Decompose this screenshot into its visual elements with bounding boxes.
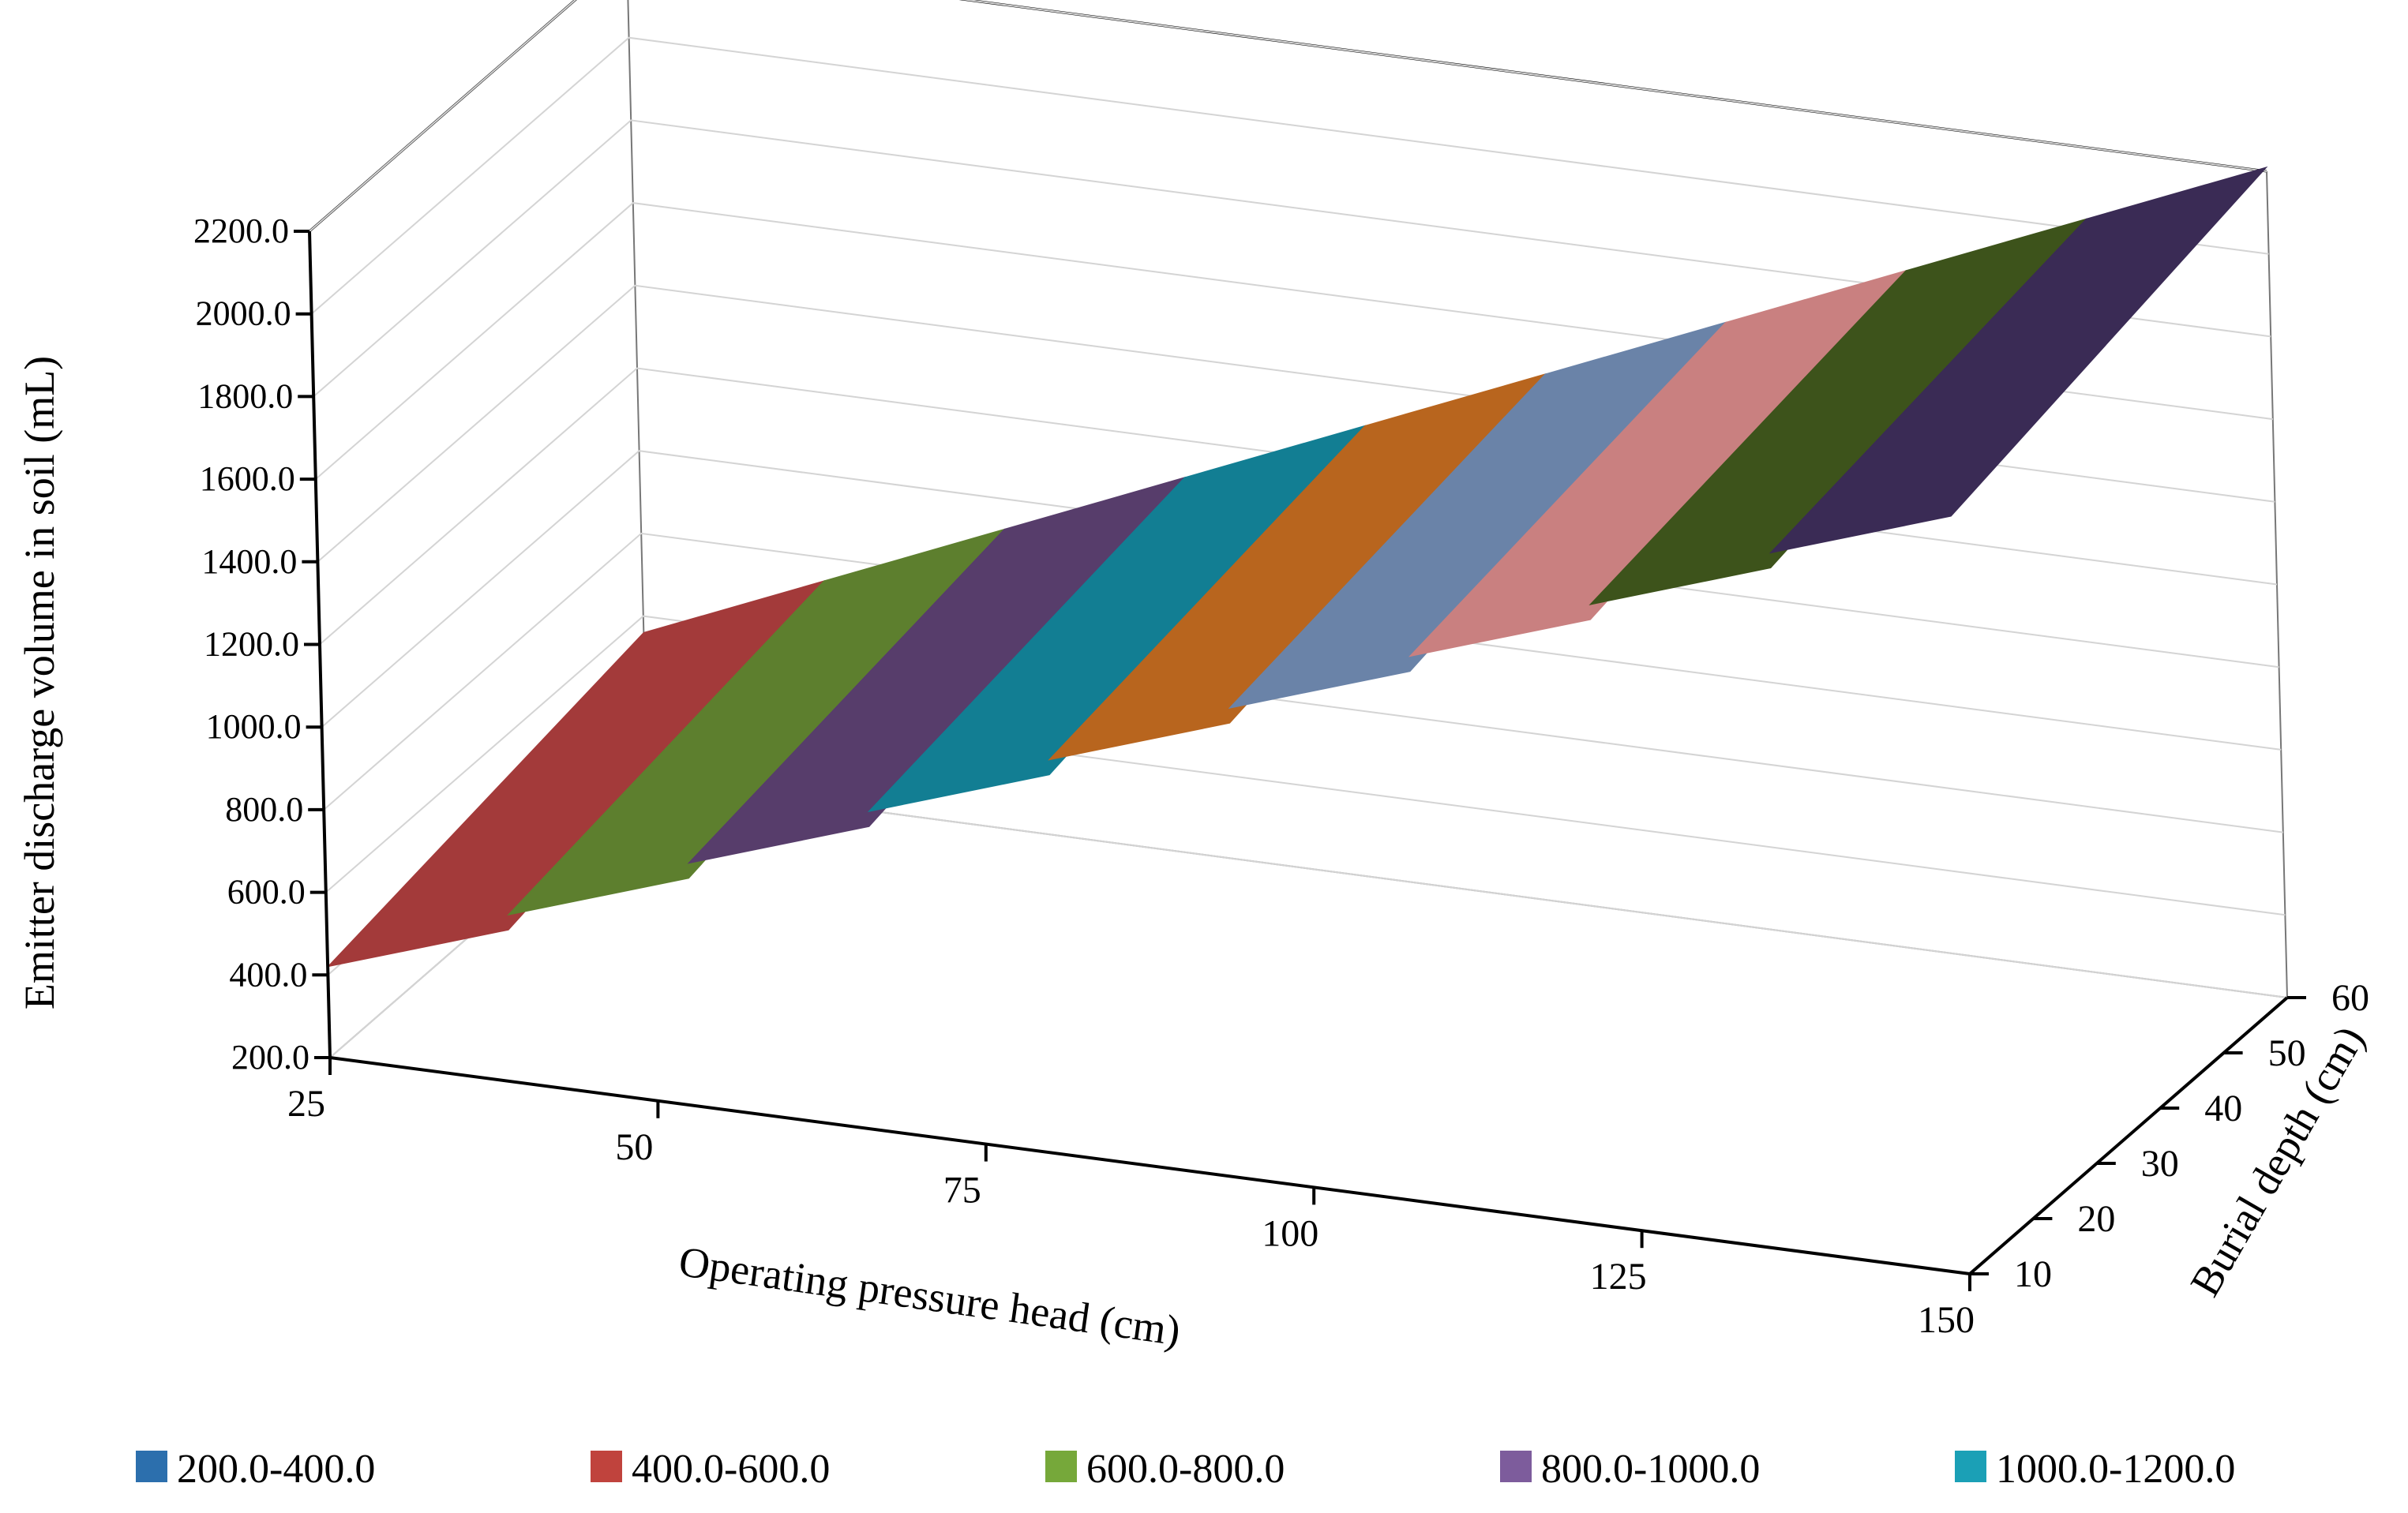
legend-label: 600.0-800.0 [1086, 1447, 1285, 1492]
legend-swatch [591, 1451, 622, 1482]
axes [294, 230, 2306, 1291]
x-tick-label: 50 [615, 1126, 653, 1168]
gridline [313, 119, 2271, 398]
legend-label: 200.0-400.0 [177, 1447, 375, 1492]
x-axis-line [329, 1056, 1971, 1275]
z-tick-label: 1400.0 [201, 542, 297, 581]
gridline [309, 0, 2267, 232]
legend-swatch [136, 1451, 167, 1482]
x-tick-label: 100 [1262, 1212, 1318, 1254]
surface-band [1768, 166, 2268, 554]
x-axis-title: Operating pressure head (cm) [676, 1238, 1183, 1355]
surface-plot [326, 166, 2268, 968]
x-tick-label: 150 [1918, 1299, 1975, 1341]
y-tick-label: 40 [2204, 1088, 2242, 1129]
z-tick-label: 1200.0 [204, 625, 299, 664]
legend-swatch [1955, 1451, 1986, 1482]
gridline [323, 532, 2282, 811]
y-tick-label: 50 [2268, 1032, 2306, 1074]
z-tick-label: 600.0 [227, 873, 306, 912]
y-tick-label: 20 [2077, 1198, 2115, 1240]
z-tick-label: 800.0 [225, 790, 303, 829]
z-tick-label: 2200.0 [193, 212, 289, 250]
tick-labels: 200.0 400.0 600.0 800.0 1000.0 1200.0 1400.0 16… [193, 212, 2369, 1341]
legend: 200.0-400.0 400.0-600.0 600.0-800.0 800.0-1… [136, 1447, 2235, 1492]
y-axis-line [1968, 996, 2289, 1275]
z-tick-label: 1600.0 [200, 459, 295, 498]
gridline [325, 615, 2283, 893]
gridline [310, 36, 2269, 315]
x-tick-label: 125 [1590, 1256, 1647, 1298]
legend-swatch [1045, 1451, 1077, 1482]
legend-label: 800.0-1000.0 [1541, 1447, 1760, 1492]
x-tick-label: 25 [287, 1083, 325, 1125]
legend-label: 1000.0-1200.0 [1996, 1447, 2235, 1492]
z-tick-label: 200.0 [231, 1038, 309, 1077]
wall-top-edge [309, 0, 2267, 233]
z-tick-label: 400.0 [229, 955, 307, 994]
legend-label: 400.0-600.0 [632, 1447, 830, 1492]
x-tick-label: 75 [943, 1170, 981, 1212]
gridline [321, 450, 2279, 728]
y-tick-label: 30 [2141, 1143, 2179, 1185]
z-tick-label: 2000.0 [196, 294, 291, 333]
y-tick-label: 60 [2331, 977, 2369, 1019]
z-tick-label: 1000.0 [206, 707, 302, 746]
y-tick-label: 10 [2014, 1253, 2052, 1295]
z-axis-title: Emitter discharge volume in soil (mL) [16, 356, 63, 1009]
z-tick-label: 1800.0 [197, 376, 293, 415]
legend-swatch [1500, 1451, 1532, 1482]
